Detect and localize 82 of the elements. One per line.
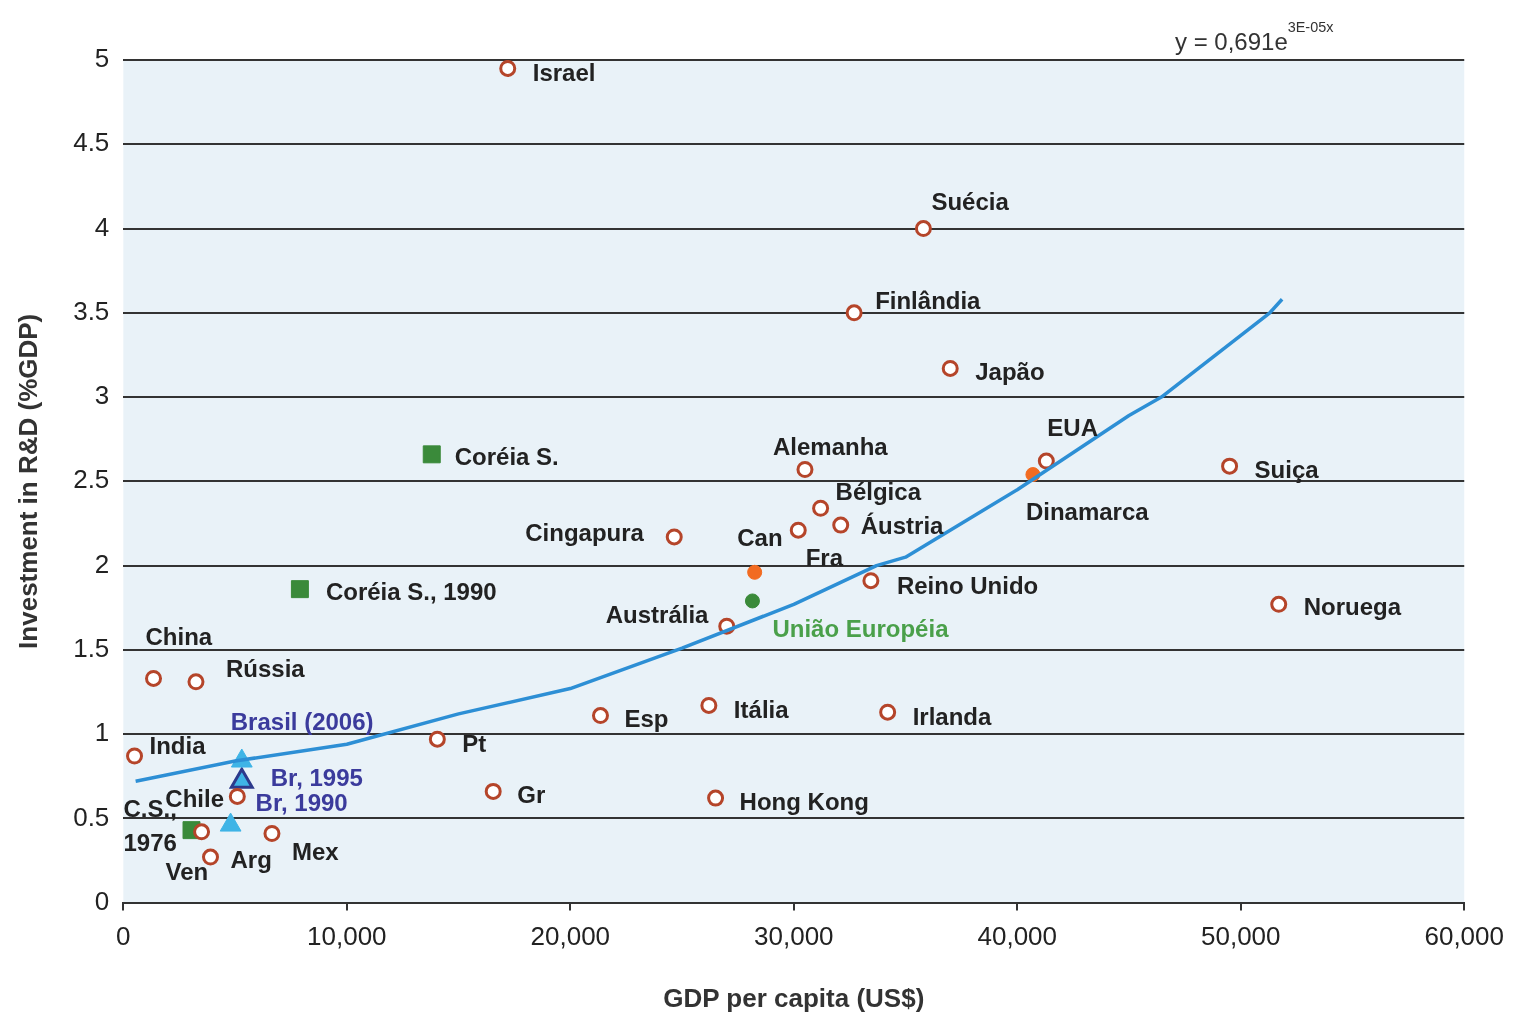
point [941,359,959,377]
annotation: Irlanda [912,702,992,730]
annotation: Coréia S. [454,442,559,470]
point [263,825,281,843]
point [145,669,163,687]
annotation: India [149,731,207,759]
point [707,789,725,807]
annotation: União Européia [772,614,950,642]
point [879,703,897,721]
annotation: China [145,623,213,651]
y-tick-label: 0.5 [73,801,110,832]
x-tick-label: 0 [116,921,131,952]
point [914,220,932,238]
point [796,461,814,478]
point [700,696,718,714]
y-tick-label: 1 [94,717,110,748]
annotation: Áustria [860,511,945,539]
point [228,787,246,805]
annotation: Cingapura [525,518,645,546]
point [789,521,807,539]
annotation: Suiça [1254,455,1320,483]
y-tick-label: 3 [94,380,110,411]
annotation: Noruega [1303,592,1402,620]
x-tick-label: 40,000 [977,921,1058,952]
point [126,747,144,765]
x-tick-label: 20,000 [530,921,611,952]
point [665,528,683,546]
point [1037,452,1055,470]
annotation: Rússia [225,655,306,683]
annotation: Reino Unido [896,572,1039,600]
point [1221,457,1239,475]
point [499,60,517,77]
annotation: Suécia [931,188,1010,216]
annotation: Can [737,523,783,551]
annotation: Finlândia [875,287,982,315]
x-tick-label: 60,000 [1424,921,1504,952]
y-axis-title: Investment in R&D (%GDP) [12,313,43,649]
point [744,593,760,609]
point [290,580,309,599]
point [1270,595,1288,613]
annotation: Itália [733,696,790,724]
annotation: EUA [1047,413,1098,441]
point [747,564,763,580]
annotation: Arg [230,845,272,873]
y-tick-label: 2 [94,548,110,579]
x-axis-title: GDP per capita (US$) [663,982,925,1013]
point [845,304,863,322]
point [193,823,211,841]
annotation: Mex [291,838,340,866]
annotation: Bélgica [835,477,922,505]
y-tick-label: 1.5 [73,632,110,663]
annotation: Ven [165,858,209,886]
point [484,782,502,800]
annotation: Alemanha [772,433,889,461]
x-tick-label: 50,000 [1200,921,1281,952]
annotation: Coréia S., 1990 [325,577,497,605]
annotation: Japão [975,358,1045,386]
point [862,572,880,590]
x-tick-label: 10,000 [307,921,387,952]
annotation: Pt [462,729,487,757]
y-tick-label: 2.5 [73,464,110,495]
y-tick-label: 4 [94,211,110,242]
annotation: Fra [805,543,844,571]
y-tick-label: 5 [94,43,110,74]
annotation: Dinamarca [1025,498,1150,526]
annotation: Austrália [605,600,710,628]
point [187,673,205,691]
x-tick-label: 30,000 [754,921,834,952]
annotation: Israel [532,59,596,87]
annotation: Gr [517,781,546,808]
annotation: Br, 1995 [270,763,363,791]
y-tick-label: 3.5 [73,295,110,326]
point [428,730,446,748]
point [422,445,441,464]
point [591,707,609,725]
annotation: Esp [624,705,669,733]
annotation: Brasil (2006) [230,707,374,735]
y-tick-label: 4.5 [73,127,110,158]
y-tick-label: 0 [94,885,110,916]
point [832,516,850,534]
point [812,499,830,517]
annotation: Hong Kong [739,787,869,815]
